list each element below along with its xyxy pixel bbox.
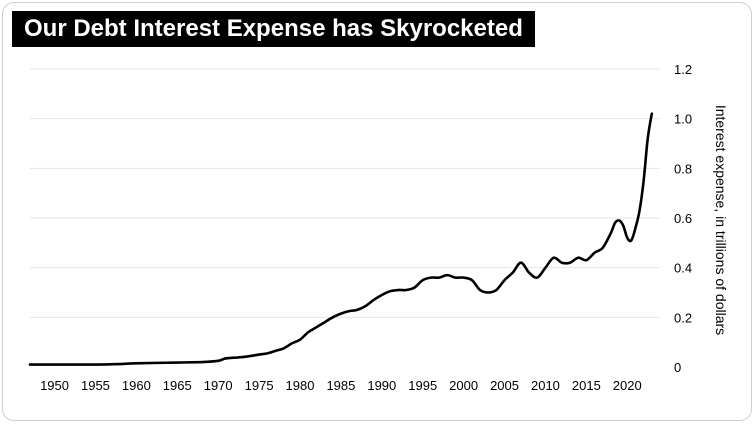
x-axis-tick-labels: 1950 1955 1960 1965 1970 1975 1980 1985 1990 1995… [40,378,642,393]
x-tick-label: 2020 [613,378,642,393]
x-tick-label: 1970 [204,378,233,393]
x-tick-label: 2015 [572,378,601,393]
y-tick-label: 0 [674,360,681,375]
x-tick-label: 2000 [449,378,478,393]
x-tick-label: 2005 [490,378,519,393]
series-line-interest-expense [28,112,654,366]
y-tick-label: 0.8 [674,161,692,176]
series-layer [28,112,654,366]
x-tick-label: 1990 [367,378,396,393]
x-tick-label: 1955 [81,378,110,393]
x-tick-label: 1980 [286,378,315,393]
gridlines [30,68,660,318]
y-tick-label: 0.2 [674,310,692,325]
y-tick-label: 0.6 [674,211,692,226]
x-tick-label: 2010 [531,378,560,393]
x-tick-label: 1975 [245,378,274,393]
y-tick-label: 1.0 [674,112,692,127]
chart-title: Our Debt Interest Expense has Skyrockete… [12,11,535,47]
x-tick-label: 1965 [163,378,192,393]
x-tick-label: 1960 [122,378,151,393]
y-axis-tick-labels: 0 0.2 0.4 0.6 0.8 1.0 1.2 [674,62,692,375]
x-tick-label: 1985 [326,378,355,393]
x-tick-label: 1995 [408,378,437,393]
x-tick-label: 1950 [40,378,69,393]
chart-frame [2,2,752,421]
y-tick-label: 1.2 [674,62,692,77]
y-axis-title: Interest expense, in trillions of dollar… [713,105,729,335]
y-tick-label: 0.4 [674,261,692,276]
